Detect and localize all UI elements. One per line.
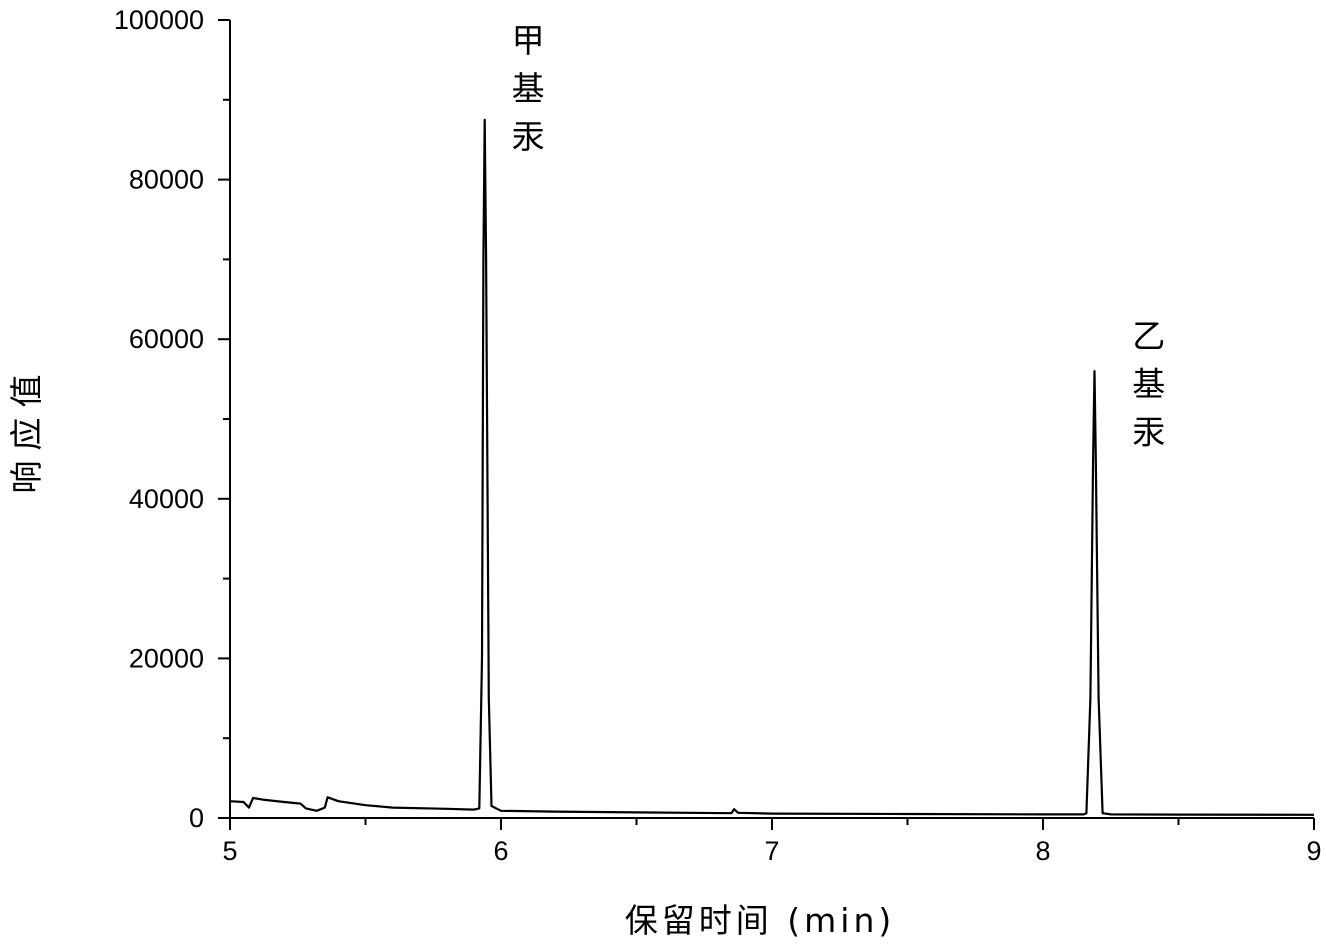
peak-label-char: 甲 — [512, 21, 545, 60]
y-tick-label: 60000 — [129, 324, 204, 354]
x-tick-label: 5 — [222, 836, 237, 866]
x-tick-label: 7 — [764, 836, 779, 866]
peak-label-char: 汞 — [512, 117, 545, 156]
y-tick-label: 0 — [189, 803, 204, 833]
y-tick-label: 80000 — [129, 165, 204, 195]
ticks — [218, 19, 1315, 830]
tick-labels: 5 6 7 8 9 0 20000 40000 60000 80000 100000 — [114, 5, 1322, 866]
peak-label-char: 基 — [1132, 364, 1165, 403]
x-tick-label: 6 — [493, 836, 508, 866]
x-tick-label: 9 — [1306, 836, 1321, 866]
y-tick-label: 100000 — [114, 5, 204, 35]
peak-label-char: 基 — [512, 69, 545, 108]
x-axis-title: 保留时间 (min) — [625, 901, 895, 940]
y-axis-title: 响应值 — [7, 365, 46, 494]
x-tick-label: 8 — [1035, 836, 1050, 866]
peak-label-char: 汞 — [1132, 412, 1165, 451]
peak-label-char: 乙 — [1132, 316, 1165, 355]
y-tick-label: 20000 — [129, 643, 204, 673]
series-line — [229, 118, 1315, 816]
y-tick-label: 40000 — [129, 484, 204, 514]
